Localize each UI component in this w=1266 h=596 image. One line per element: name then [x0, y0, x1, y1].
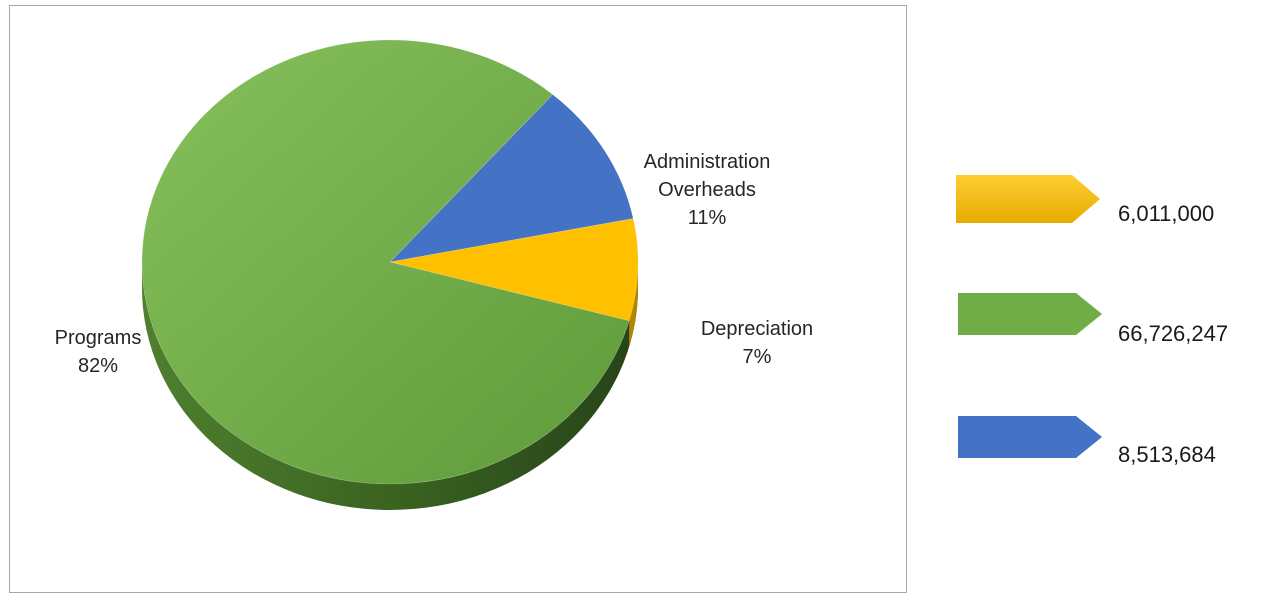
pie-chart	[141, 39, 639, 510]
legend-value: 8,513,684	[1118, 442, 1216, 467]
slice-label-depreciation: Depreciation 7%	[682, 315, 832, 371]
pie-slice-programs	[141, 39, 630, 485]
legend-arrow-icon	[958, 293, 1102, 335]
legend-swatch	[958, 293, 1102, 335]
slice-label-text: Administration Overheads	[643, 151, 771, 201]
legend-arrow-icon	[956, 175, 1100, 223]
legend-item: 66,726,247	[952, 291, 1252, 351]
legend-value: 66,726,247	[1118, 321, 1229, 346]
legend-item: 6,011,000	[952, 173, 1252, 233]
pie-slice-depreciation	[389, 218, 639, 322]
slice-label-text: Depreciation	[700, 318, 814, 340]
pie-wall-depreciation	[629, 262, 638, 347]
slice-label-administration: Administration Overheads 11%	[622, 148, 792, 232]
chart-frame: Administration Overheads 11% Depreciatio…	[9, 5, 907, 593]
pie-top-faces	[141, 39, 639, 485]
pie-side-wall	[142, 262, 638, 510]
legend-swatch	[958, 416, 1102, 458]
legend-arrow-icon	[958, 416, 1102, 458]
legend-value: 6,011,000	[1118, 201, 1215, 226]
slice-label-programs: Programs 82%	[38, 324, 158, 380]
legend-swatch	[956, 175, 1100, 223]
slice-percent: 82%	[77, 355, 119, 377]
pie-slice-administration-overheads	[389, 94, 634, 263]
slice-label-text: Programs	[54, 327, 142, 349]
slice-percent: 7%	[742, 346, 772, 368]
slice-percent: 11%	[687, 207, 727, 229]
legend-item: 8,513,684	[952, 414, 1252, 474]
